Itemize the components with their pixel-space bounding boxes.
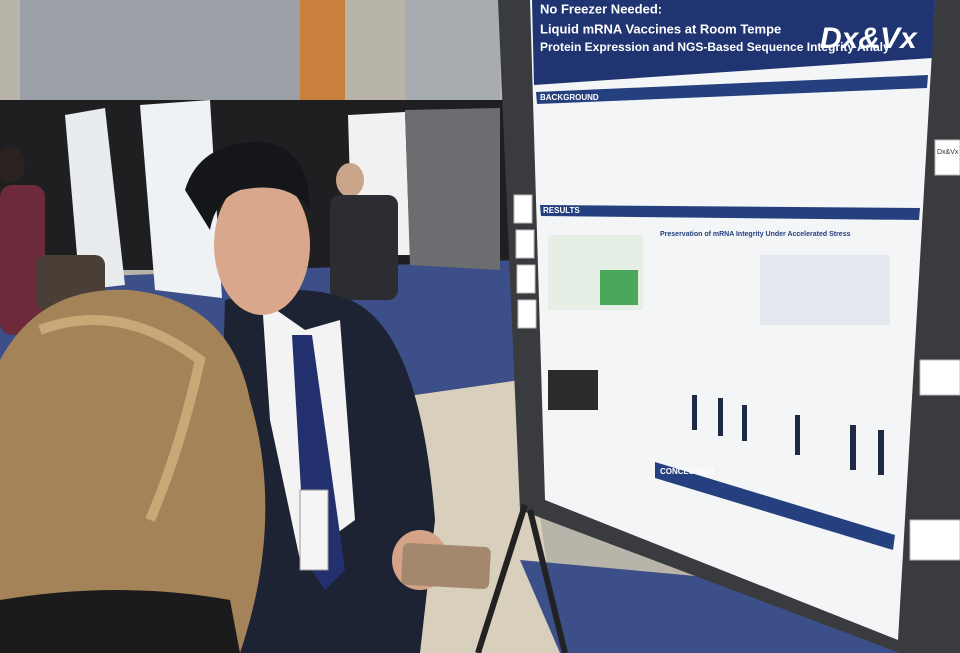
table-figure — [760, 255, 890, 325]
section-bar — [540, 205, 920, 220]
section-heading: BACKGROUND — [540, 93, 599, 102]
poster-bg — [65, 108, 125, 290]
results-heading: Preservation of mRNA Integrity Under Acc… — [660, 231, 851, 238]
woman-coat — [0, 590, 240, 653]
person-bg — [0, 147, 25, 183]
poster-title: Protein Expression and NGS-Based Sequenc… — [540, 40, 890, 54]
hair-highlight — [38, 315, 206, 522]
wall-wood — [300, 0, 345, 100]
title-banner — [532, 0, 935, 85]
wall-panel — [20, 0, 300, 100]
badge — [299, 489, 329, 571]
section-bar — [536, 75, 928, 104]
person-bg — [336, 163, 364, 197]
side-notes — [513, 139, 960, 561]
person-bg — [0, 185, 45, 335]
face — [214, 175, 310, 315]
poster-title: No Freezer Needed: — [540, 1, 662, 16]
figure — [600, 270, 638, 305]
easel-leg — [475, 504, 528, 653]
person-bg — [330, 195, 398, 300]
bar-figure — [692, 395, 884, 475]
hair — [185, 141, 310, 230]
poster-logo: Dx&Vx — [820, 22, 918, 55]
section-heading: CONCLUSION — [660, 467, 714, 476]
board-bg — [405, 108, 500, 270]
poster — [530, 0, 935, 640]
easel-leg — [527, 509, 568, 653]
poster-text: No Freezer Needed: Liquid mRNA Vaccines … — [540, 1, 918, 476]
poster-bg — [140, 100, 222, 298]
poster-title: Liquid mRNA Vaccines at Room Tempe — [540, 21, 781, 36]
section-heading: RESULTS — [543, 206, 580, 215]
phone — [401, 543, 491, 589]
section-bar — [655, 462, 895, 550]
gel-image — [548, 370, 598, 410]
wall-panel — [405, 0, 500, 105]
side-card: Dx&Vx — [937, 149, 959, 156]
